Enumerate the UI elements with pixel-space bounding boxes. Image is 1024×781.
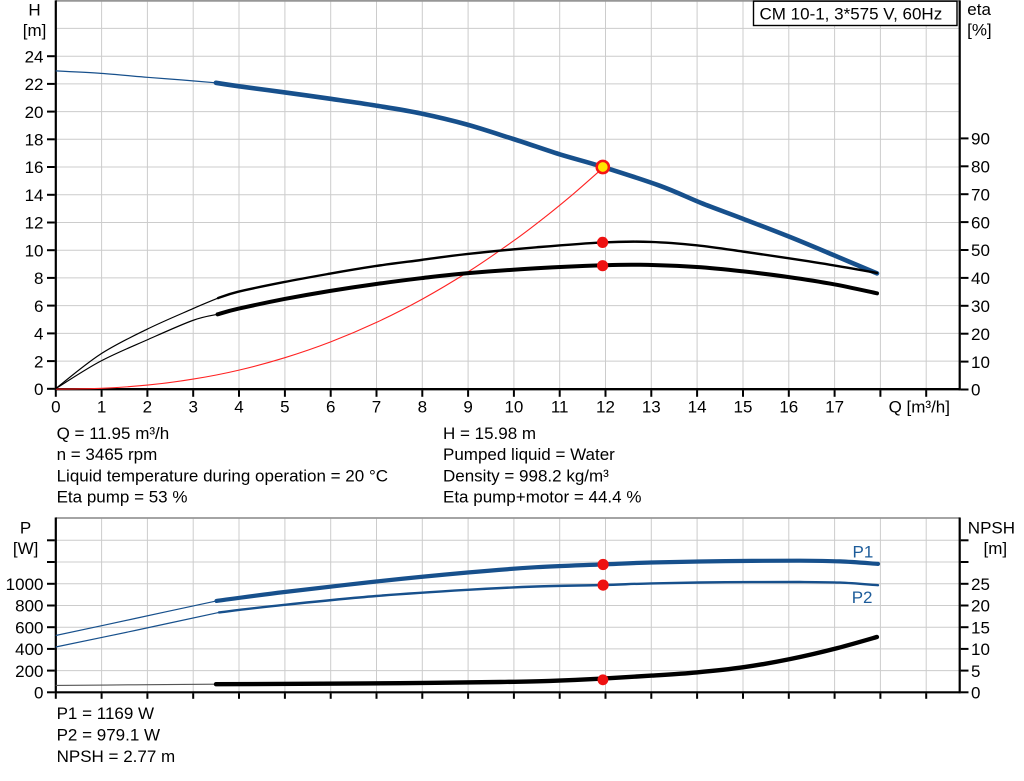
svg-text:15: 15: [734, 398, 753, 417]
svg-text:40: 40: [971, 269, 990, 288]
svg-text:CM 10-1, 3*575 V, 60Hz: CM 10-1, 3*575 V, 60Hz: [760, 4, 943, 23]
svg-text:2: 2: [34, 352, 43, 371]
svg-text:P2 = 979.1 W: P2 = 979.1 W: [57, 726, 160, 745]
svg-text:P: P: [20, 518, 31, 537]
svg-text:15: 15: [971, 618, 990, 637]
svg-text:20: 20: [971, 325, 990, 344]
svg-text:800: 800: [15, 597, 43, 616]
svg-text:10: 10: [504, 398, 523, 417]
svg-text:17: 17: [825, 398, 844, 417]
svg-text:1000: 1000: [6, 575, 44, 594]
svg-text:20: 20: [971, 597, 990, 616]
svg-text:70: 70: [971, 185, 990, 204]
svg-text:5: 5: [971, 662, 980, 681]
svg-text:50: 50: [971, 241, 990, 260]
svg-text:7: 7: [372, 398, 381, 417]
svg-text:H: H: [28, 1, 40, 20]
svg-text:3: 3: [188, 398, 197, 417]
svg-text:24: 24: [25, 47, 44, 66]
svg-text:Q = 11.95 m³/h: Q = 11.95 m³/h: [57, 424, 170, 443]
svg-text:20: 20: [25, 103, 44, 122]
svg-text:0: 0: [34, 380, 43, 399]
svg-text:10: 10: [25, 241, 44, 260]
svg-text:Pumped liquid = Water: Pumped liquid = Water: [443, 445, 615, 464]
svg-text:9: 9: [463, 398, 472, 417]
svg-text:600: 600: [15, 618, 43, 637]
svg-text:6: 6: [34, 297, 43, 316]
svg-text:0: 0: [51, 398, 60, 417]
svg-text:12: 12: [596, 398, 615, 417]
svg-text:Q [m³/h]: Q [m³/h]: [889, 398, 950, 417]
svg-text:Eta pump+motor = 44.4 %: Eta pump+motor = 44.4 %: [443, 488, 641, 507]
svg-text:14: 14: [688, 398, 707, 417]
svg-text:P2: P2: [852, 588, 873, 607]
svg-text:1: 1: [97, 398, 106, 417]
svg-text:18: 18: [25, 131, 44, 150]
svg-text:60: 60: [971, 213, 990, 232]
svg-text:NPSH: NPSH: [968, 519, 1015, 538]
svg-text:0: 0: [971, 684, 980, 703]
svg-text:12: 12: [25, 214, 44, 233]
svg-text:n = 3465 rpm: n = 3465 rpm: [57, 445, 158, 464]
svg-text:8: 8: [418, 398, 427, 417]
svg-text:[m]: [m]: [984, 539, 1008, 558]
svg-text:0: 0: [34, 684, 43, 703]
svg-text:[%]: [%]: [967, 21, 992, 40]
svg-text:10: 10: [971, 353, 990, 372]
svg-text:Density = 998.2 kg/m³: Density = 998.2 kg/m³: [443, 466, 609, 485]
svg-text:25: 25: [971, 575, 990, 594]
svg-text:30: 30: [971, 297, 990, 316]
svg-text:NPSH = 2.77 m: NPSH = 2.77 m: [57, 747, 176, 766]
svg-text:200: 200: [15, 662, 43, 681]
svg-text:eta: eta: [967, 0, 991, 19]
svg-text:10: 10: [971, 640, 990, 659]
svg-text:Liquid temperature during oper: Liquid temperature during operation = 20…: [57, 466, 388, 485]
svg-text:16: 16: [25, 158, 44, 177]
svg-text:Eta pump = 53 %: Eta pump = 53 %: [57, 488, 188, 507]
svg-text:90: 90: [971, 130, 990, 149]
svg-text:6: 6: [326, 398, 335, 417]
svg-text:P1: P1: [853, 543, 874, 562]
svg-text:P1 = 1169 W: P1 = 1169 W: [57, 704, 155, 723]
svg-text:8: 8: [34, 269, 43, 288]
svg-text:13: 13: [642, 398, 661, 417]
svg-text:0: 0: [971, 381, 980, 400]
svg-text:22: 22: [25, 75, 44, 94]
svg-text:H = 15.98 m: H = 15.98 m: [443, 424, 536, 443]
svg-text:2: 2: [143, 398, 152, 417]
svg-text:4: 4: [234, 398, 243, 417]
svg-text:11: 11: [551, 398, 569, 417]
svg-text:[W]: [W]: [13, 539, 39, 558]
svg-text:14: 14: [25, 186, 44, 205]
svg-text:4: 4: [34, 325, 43, 344]
svg-text:[m]: [m]: [23, 21, 47, 40]
svg-text:80: 80: [971, 158, 990, 177]
svg-text:400: 400: [15, 640, 43, 659]
svg-text:16: 16: [779, 398, 798, 417]
svg-text:5: 5: [280, 398, 289, 417]
